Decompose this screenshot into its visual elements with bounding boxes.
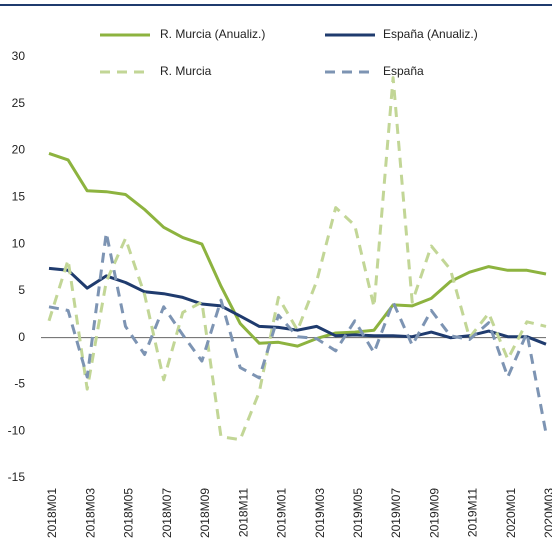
y-tick-label: 25	[12, 96, 26, 110]
x-tick-label: 2018M05	[122, 488, 136, 538]
y-tick-label: 15	[12, 190, 26, 204]
legend-label: R. Murcia (Anualiz.)	[160, 27, 265, 41]
x-tick-label: 2019M07	[389, 488, 403, 538]
x-tick-label: 2019M05	[351, 488, 365, 538]
top-rule	[0, 4, 552, 6]
series-line	[48, 266, 547, 346]
series-line	[48, 231, 548, 434]
y-tick-label: 30	[12, 49, 26, 63]
series-line	[47, 76, 547, 442]
x-tick-label: 2020M01	[504, 488, 518, 538]
y-tick-label: 20	[12, 143, 26, 157]
x-tick-label: 2018M11	[236, 488, 250, 537]
y-tick-label: 10	[12, 236, 26, 250]
x-tick-label: 2018M07	[160, 488, 174, 538]
x-tick-label: 2019M09	[427, 488, 441, 538]
y-tick-label: -10	[8, 423, 26, 437]
legend-label: España	[383, 64, 424, 78]
legend-label: España (Anualiz.)	[383, 27, 478, 41]
x-tick-label: 2018M09	[198, 488, 212, 538]
x-tick-label: 2018M01	[45, 488, 59, 538]
x-tick-label: 2019M01	[275, 488, 289, 538]
x-tick-label: 2018M03	[83, 488, 97, 538]
legend-label: R. Murcia	[160, 64, 212, 78]
y-tick-label: -5	[14, 377, 25, 391]
x-tick-label: 2020M03	[542, 488, 552, 538]
y-tick-label: 5	[18, 283, 25, 297]
x-tick-label: 2019M11	[466, 488, 480, 537]
x-tick-label: 2019M03	[313, 488, 327, 538]
series-line	[48, 151, 547, 348]
y-tick-label: 0	[18, 330, 25, 344]
y-tick-label: -15	[8, 470, 26, 484]
